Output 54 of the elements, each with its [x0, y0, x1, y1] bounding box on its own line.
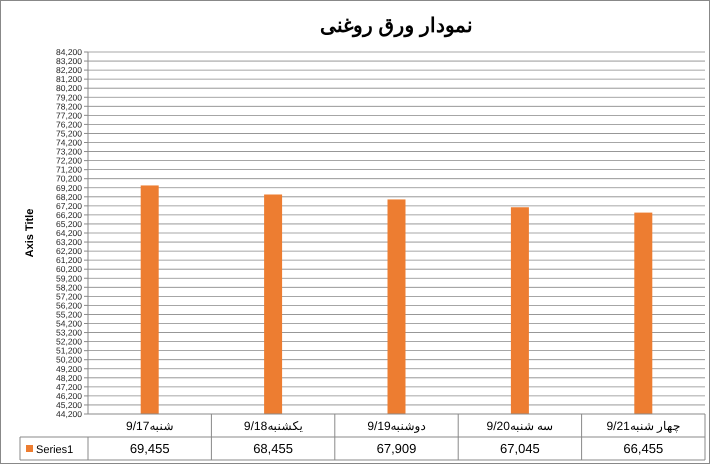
y-tick-label: 83,200 — [56, 56, 82, 66]
y-tick-label: 79,200 — [56, 92, 82, 102]
chart-title: نمودار ورق روغنی — [320, 15, 474, 38]
data-label: 68,455 — [253, 441, 293, 456]
y-tick-label: 46,200 — [56, 390, 82, 401]
y-axis-title: Axis Title — [24, 208, 36, 258]
y-tick-label: 71,200 — [56, 164, 82, 175]
y-tick-label: 61,200 — [56, 255, 82, 266]
data-label: 67,909 — [376, 441, 416, 456]
y-tick-label: 68,200 — [56, 192, 82, 202]
y-tick-label: 59,200 — [56, 273, 82, 284]
y-tick-label: 78,200 — [56, 101, 82, 112]
y-tick-label: 60,200 — [56, 264, 82, 274]
y-tick-label: 47,200 — [56, 382, 82, 392]
y-tick-label: 50,200 — [56, 354, 82, 365]
y-tick-label: 53,200 — [56, 328, 82, 338]
y-tick-label: 52,200 — [56, 336, 82, 347]
y-tick-label: 77,200 — [56, 110, 82, 120]
y-tick-label: 48,200 — [56, 372, 82, 383]
x-tick-label: چهار شنبه9/21 — [606, 419, 680, 433]
y-tick-label: 51,200 — [56, 346, 82, 356]
y-tick-label: 62,200 — [56, 246, 82, 256]
y-tick-label: 55,200 — [56, 309, 82, 320]
y-tick-label: 75,200 — [56, 128, 82, 138]
y-tick-label: 74,200 — [56, 138, 82, 148]
legend-label: Series1 — [36, 444, 74, 456]
y-tick-label: 82,200 — [56, 65, 82, 76]
y-tick-label: 56,200 — [56, 300, 82, 310]
y-tick-label: 73,200 — [56, 146, 82, 157]
y-tick-label: 57,200 — [56, 291, 82, 302]
data-label: 67,045 — [500, 441, 540, 456]
x-tick-label: شنبه9/17 — [126, 419, 174, 433]
y-tick-label: 45,200 — [56, 400, 82, 410]
y-tick-label: 70,200 — [56, 174, 82, 184]
y-tick-label: 49,200 — [56, 364, 82, 374]
y-tick-label: 63,200 — [56, 237, 82, 248]
y-tick-label: 58,200 — [56, 282, 82, 292]
y-tick-label: 44,200 — [56, 409, 82, 419]
y-tick-label: 76,200 — [56, 119, 82, 130]
y-tick-label: 66,200 — [56, 210, 82, 220]
y-tick-label: 64,200 — [56, 228, 82, 238]
y-tick-label: 69,200 — [56, 182, 82, 193]
x-tick-label: یکشنبه9/18 — [244, 419, 302, 433]
y-tick-label: 54,200 — [56, 318, 82, 328]
y-tick-label: 84,200 — [56, 47, 82, 57]
data-label: 66,455 — [623, 441, 664, 456]
x-tick-label: سه شنبه9/20 — [486, 419, 554, 433]
y-tick-label: 80,200 — [56, 83, 82, 94]
y-tick-label: 72,200 — [56, 156, 82, 166]
y-tick-label: 81,200 — [56, 74, 82, 84]
y-tick-label: 67,200 — [56, 200, 82, 211]
data-label: 69,455 — [130, 441, 170, 456]
y-tick-label: 65,200 — [56, 218, 82, 229]
x-tick-label: دوشنبه9/19 — [367, 419, 426, 433]
